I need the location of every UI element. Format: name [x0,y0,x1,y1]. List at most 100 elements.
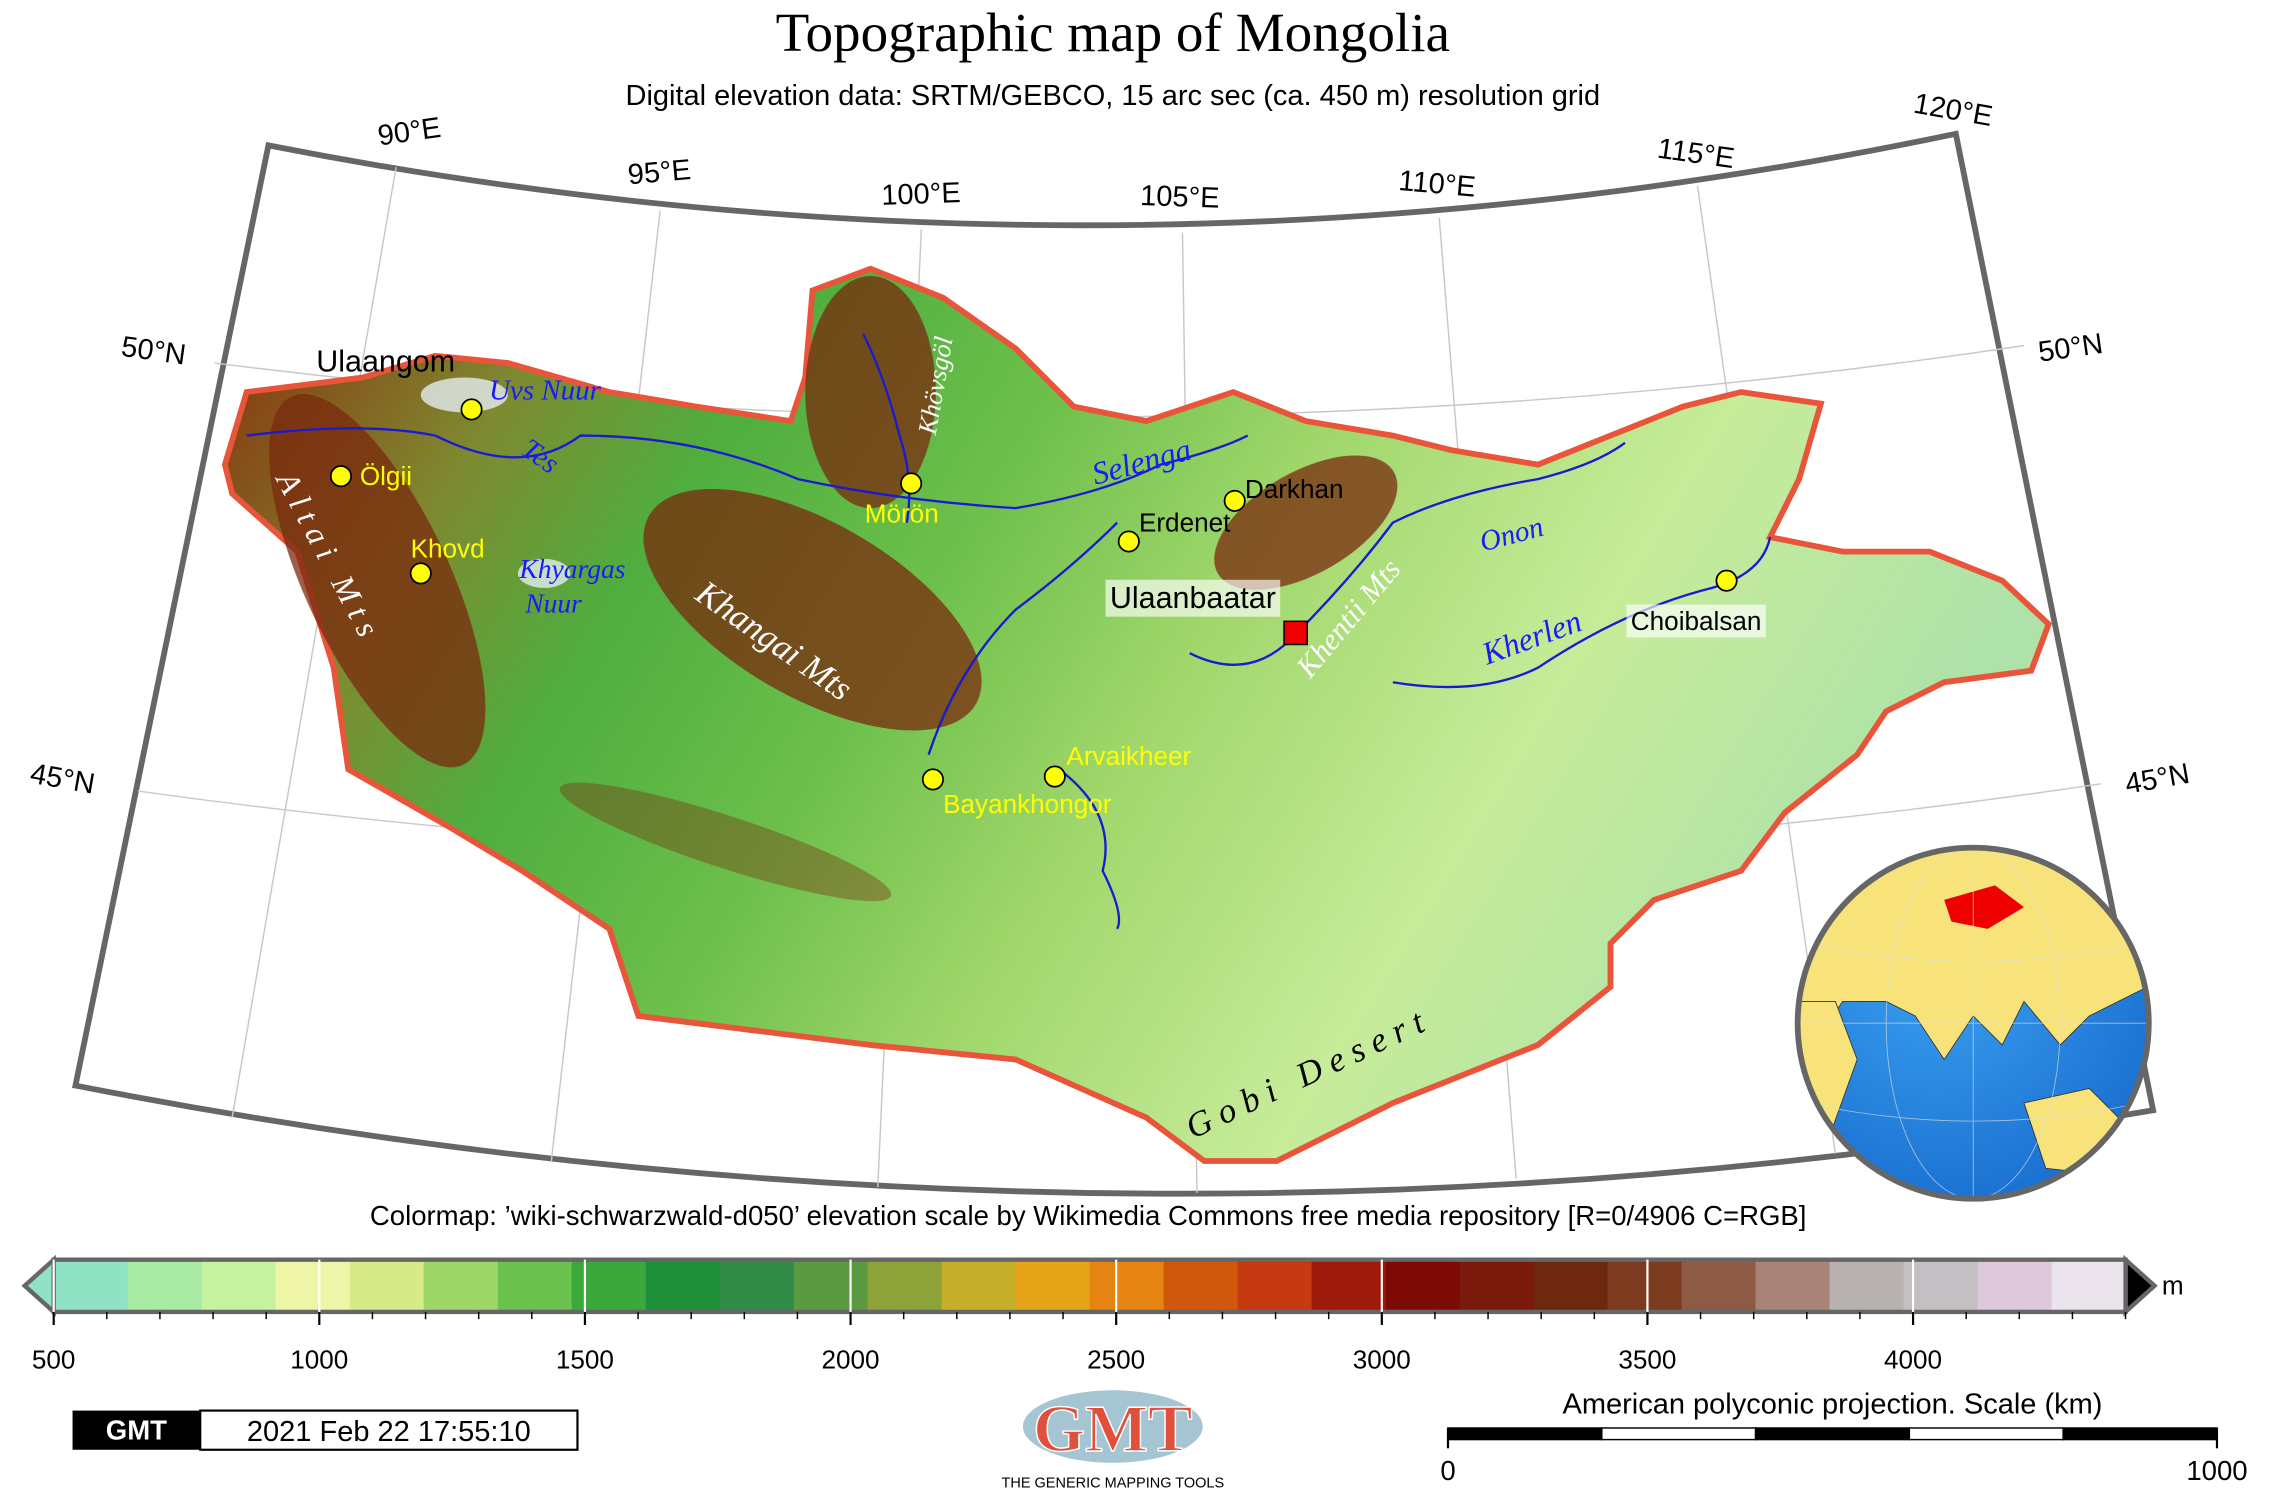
city-marker [1715,569,1738,592]
rivers [246,333,1772,930]
subtitle: Digital elevation data: SRTM/GEBCO, 15 a… [626,80,1601,112]
colorbar-swatch [1533,1259,1609,1312]
feature-label: Khyargas [518,553,625,584]
colorbar-tick-label: 1000 [290,1345,348,1375]
scale-title: American polyconic projection. Scale (km… [1563,1388,2103,1420]
longitude-label: 100°E [881,177,961,212]
place-label: Erdenet [1139,507,1231,537]
stamp-time: 2021 Feb 22 17:55:10 [247,1416,531,1448]
globe-outline [1794,844,2152,1202]
colorbar-swatch [275,1259,351,1312]
colorbar-swatch [497,1259,573,1312]
colorbar-swatch [1829,1259,1905,1312]
colorbar-swatch [2051,1259,2127,1312]
meridian [231,167,397,1118]
mountains [269,275,1398,902]
mongolia-highlight [1944,885,2024,929]
lake [420,377,508,413]
logo-tagline: THE GENERIC MAPPING TOOLS [1002,1475,1225,1491]
colorbar-tick-label: 3000 [1353,1345,1411,1375]
colorbar-swatch [1237,1259,1313,1312]
city-marker [900,472,923,495]
altai-relief [269,394,486,768]
timestamp: GMT 2021 Feb 22 17:55:10 [72,1409,579,1451]
colorbar-swatch [201,1259,277,1312]
stamp-logo: GMT [106,1415,167,1446]
latitude-label: 45°N [2123,758,2192,801]
colorbar: 500 1000 1500 2000 2500 3000 3500 4000 [21,1254,2158,1375]
colorbar-swatch [941,1259,1017,1312]
colorbar-swatch [1903,1259,1979,1312]
place-label: Khovd [411,533,485,563]
khangai-relief [643,488,982,731]
logo-globe [1022,1390,1203,1463]
lake [517,558,571,588]
scale-segment [2062,1427,2218,1441]
colorbar-swatch [867,1259,943,1312]
place-label: Ulaangom [316,345,455,379]
stamp-time-box [199,1409,579,1451]
city-marker [329,465,352,488]
colorbar-swatch [1607,1259,1683,1312]
place-label: Mörön [865,499,939,529]
scale-segment [1908,1427,2064,1441]
colorbar-caption: Colormap: ’wiki-schwarzwald-d050’ elevat… [370,1200,1807,1231]
river [1392,536,1772,689]
colorbar-swatch [1163,1259,1239,1312]
stamp-logo-box [72,1410,201,1450]
gobi-altai-relief [559,782,892,902]
capital-marker [1283,620,1308,646]
longitude-label: 110°E [1397,165,1477,204]
place-label: Darkhan [1245,474,1344,504]
colorbar-swatch [793,1259,869,1312]
colorbar-low-arrow [21,1254,56,1317]
city-marker [1043,765,1066,788]
locator-globe [1794,844,2152,1202]
colorbar-swatch [1459,1259,1535,1312]
scale-tick-label: 1000 [2186,1455,2247,1486]
colorbar-swatch [127,1259,203,1312]
colorbar-tick-label: 1500 [556,1345,614,1375]
globe-parallel [1806,942,2141,962]
river [862,333,911,523]
scale-segment [1601,1427,1757,1441]
colorbar-swatch [1755,1259,1831,1312]
place-label: Choibalsan [1631,606,1762,636]
colorbar-tick-label: 3500 [1618,1345,1676,1375]
scale-tick-label: 0 [1440,1455,1455,1486]
longitude-label: 105°E [1140,180,1220,215]
city-marker [460,398,483,421]
mongolia [221,265,2053,1164]
longitude-label: 120°E [1911,88,1995,133]
label-background [1105,579,1281,617]
latitude-label: 50°N [119,331,188,372]
globe-grid [1797,847,2149,1199]
longitude-label: 95°E [626,154,692,191]
colorbar-swatch [1681,1259,1757,1312]
city-marker [921,768,944,791]
scale-segment [1754,1427,1911,1441]
colorbar-swatch [1089,1259,1165,1312]
colorbar-unit: m [2162,1271,2184,1301]
colorbar-swatch [423,1259,499,1312]
khovsgol-relief [805,275,936,509]
country-outline [221,265,2053,1164]
label-background [1626,604,1766,638]
latitude-label: 50°N [2036,328,2105,369]
colorbar-swatch [645,1259,721,1312]
colorbar-swatch [571,1259,647,1312]
city-marker [409,562,432,585]
globe-parallel [1806,1102,2141,1122]
river [246,427,1249,510]
colorbar-tick-label: 2000 [822,1345,880,1375]
colorbar-swatch [1015,1259,1091,1312]
colorbar-swatch [1311,1259,1387,1312]
colorbar-swatch [349,1259,425,1312]
colorbar-tick-label: 500 [32,1345,76,1375]
khentii-relief [1214,455,1398,590]
colorbar-swatch [1977,1259,2053,1312]
colorbar-swatch [1385,1259,1461,1312]
longitude-label: 115°E [1655,133,1736,175]
